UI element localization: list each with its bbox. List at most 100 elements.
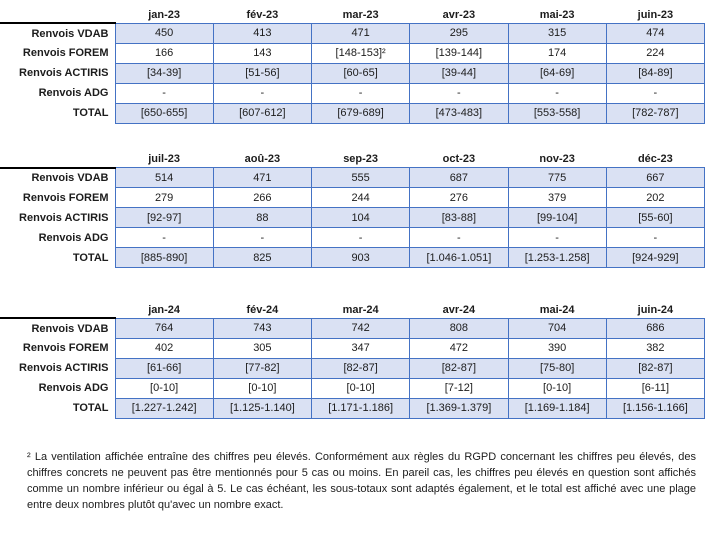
data-cell: 276 — [409, 187, 509, 208]
data-cell: [553-558] — [507, 102, 607, 124]
data-cell: [75-80] — [507, 357, 607, 379]
row-label: TOTAL — [72, 251, 109, 264]
row-label: Renvois FOREM — [22, 47, 109, 59]
data-cell: [84-89] — [605, 62, 706, 84]
data-cell: [83-88] — [409, 207, 509, 228]
table-row: TOTAL [1.227-1.242] [1.125-1.140] [1.171-1.… — [0, 397, 706, 419]
data-cell: 224 — [605, 42, 706, 64]
data-cell: 382 — [605, 337, 706, 359]
data-cell: - — [605, 227, 706, 248]
data-cell: 743 — [212, 317, 313, 339]
data-cell: [64-69] — [507, 62, 607, 84]
row-label: TOTAL — [72, 107, 109, 119]
row-label: Renvois VDAB — [31, 322, 109, 335]
data-cell: [34-39] — [114, 62, 214, 84]
data-cell: [1.169-1.184] — [507, 397, 607, 419]
data-cell: - — [310, 227, 411, 248]
month-header: mai-24 — [539, 303, 575, 316]
data-cell: 202 — [605, 187, 706, 208]
data-cell: 413 — [212, 22, 313, 44]
data-cell: 174 — [507, 42, 607, 64]
data-cell: [7-12] — [409, 377, 509, 399]
data-cell: [6-11] — [605, 377, 706, 399]
data-cell: 295 — [409, 22, 509, 44]
data-cell: 315 — [507, 22, 607, 44]
row-label: Renvois FOREM — [22, 342, 109, 354]
data-cell: - — [507, 82, 607, 104]
table-row: Renvois ADG - - - - - - — [0, 82, 706, 104]
table-row: Renvois FOREM 402 305 347 472 390 382 — [0, 337, 706, 359]
month-header: avr-24 — [442, 303, 476, 316]
table-row: Renvois VDAB 450 413 471 295 315 474 — [0, 22, 706, 44]
table-row: Renvois FOREM 166 143 [148-153]² [139-144] 17… — [0, 42, 706, 64]
data-cell: 305 — [212, 337, 313, 359]
data-cell: [0-10] — [212, 377, 313, 399]
month-header: déc-23 — [637, 153, 673, 166]
row-label: Renvois ACTIRIS — [19, 362, 109, 374]
data-cell: [650-655] — [114, 102, 214, 124]
data-cell: [51-56] — [212, 62, 313, 84]
table-row: TOTAL [650-655] [607-612] [679-689] [473-483… — [0, 102, 706, 124]
data-cell: 244 — [310, 187, 411, 208]
data-cell: - — [605, 82, 706, 104]
data-cell: [473-483] — [409, 102, 509, 124]
corner-cell — [0, 7, 115, 24]
corner-cell — [0, 151, 115, 169]
table-row: Renvois ACTIRIS [61-66] [77-82] [82-87] [82-… — [0, 357, 706, 379]
data-cell: 266 — [212, 187, 313, 208]
data-cell: [99-104] — [507, 207, 607, 228]
data-cell: [82-87] — [310, 357, 411, 379]
month-header: juin-23 — [637, 8, 674, 21]
data-cell: [924-929] — [605, 247, 706, 268]
data-cell: - — [409, 82, 509, 104]
footnote: ² La ventilation affichée entraîne des c… — [27, 450, 696, 511]
data-cell: [1.171-1.186] — [310, 397, 411, 419]
data-cell: 472 — [409, 337, 509, 359]
data-cell: - — [212, 227, 313, 248]
table-row: Renvois VDAB 764 743 742 808 704 686 — [0, 317, 706, 339]
data-cell: - — [114, 82, 214, 104]
month-header: mar-24 — [342, 303, 379, 316]
data-cell: [77-82] — [212, 357, 313, 379]
data-cell: - — [212, 82, 313, 104]
data-cell: 104 — [310, 207, 411, 228]
table-row: TOTAL [885-890] 825 903 [1.046-1.051] [1.253-… — [0, 247, 706, 268]
month-header: aoû-23 — [244, 153, 281, 166]
month-header-row: jan-24 fév-24 mar-24 avr-24 mai-24 juin-24 — [0, 302, 705, 319]
data-cell: [55-60] — [605, 207, 706, 228]
data-cell: [92-97] — [114, 207, 214, 228]
data-cell: 143 — [212, 42, 313, 64]
data-cell: 686 — [605, 317, 706, 339]
row-label: Renvois VDAB — [31, 27, 109, 40]
document-page: jan-23 fév-23 mar-23 avr-23 mai-23 juin-23 Ren… — [0, 7, 710, 541]
data-cell: [0-10] — [507, 377, 607, 399]
row-label: Renvois ACTIRIS — [19, 211, 109, 224]
month-header: juin-24 — [637, 303, 674, 316]
table-row: Renvois ADG - - - - - - — [0, 227, 706, 248]
data-cell: [148-153]² — [310, 42, 411, 64]
data-cell: [1.369-1.379] — [409, 397, 509, 419]
data-cell: 347 — [310, 337, 411, 359]
data-cell: - — [114, 227, 214, 248]
data-cell: [39-44] — [409, 62, 509, 84]
month-header: oct-23 — [442, 153, 476, 166]
referral-tables-container: jan-23 fév-23 mar-23 avr-23 mai-23 juin-23 Ren… — [0, 7, 710, 419]
table-row: Renvois ACTIRIS [92-97] 88 104 [83-88] [99-10… — [0, 207, 706, 228]
month-header: fév-24 — [246, 303, 279, 316]
data-cell: [61-66] — [114, 357, 214, 379]
data-cell: 471 — [212, 167, 313, 188]
data-cell: 402 — [114, 337, 214, 359]
monthly-referrals-table-2: juil-23 aoû-23 sep-23 oct-23 nov-23 déc-23 Ren… — [0, 151, 706, 268]
data-cell: 474 — [605, 22, 706, 44]
data-cell: [139-144] — [409, 42, 509, 64]
data-cell: 903 — [310, 247, 411, 268]
data-cell: [82-87] — [409, 357, 509, 379]
data-cell: 704 — [507, 317, 607, 339]
data-cell: [60-65] — [310, 62, 411, 84]
data-cell: 279 — [114, 187, 214, 208]
row-label: Renvois ADG — [38, 382, 109, 394]
row-label: TOTAL — [72, 402, 109, 414]
data-cell: [1.046-1.051] — [409, 247, 509, 268]
data-cell: 379 — [507, 187, 607, 208]
month-header: sep-23 — [343, 153, 379, 166]
